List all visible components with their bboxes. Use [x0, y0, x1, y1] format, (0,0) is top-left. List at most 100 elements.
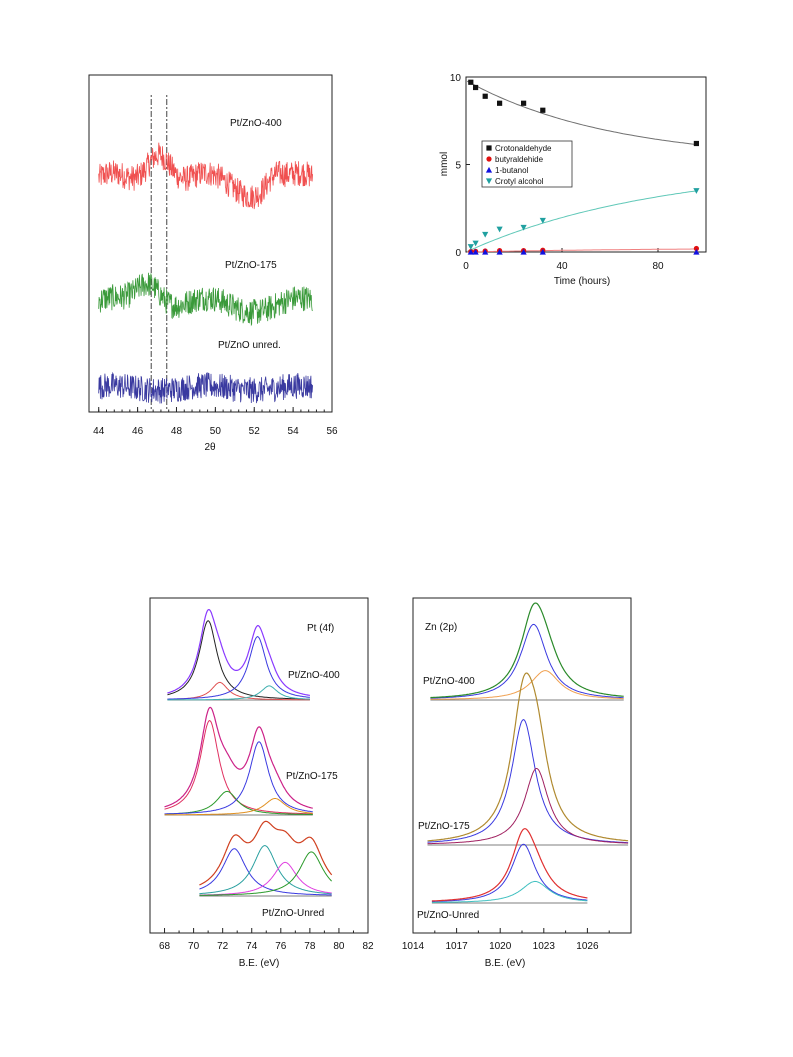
- xrd-trace-2: [98, 272, 313, 327]
- xrd-panel: 44 46 48 50 52 54 56 Pt/ZnO-400 Pt/ZnO-175 Pt/…: [88, 74, 338, 453]
- xps-tick-label-1026: 1026: [576, 941, 599, 952]
- xrd-label-400: Pt/ZnO-400: [230, 118, 282, 129]
- kinetics-point-crotyl-alcohol: [472, 240, 479, 247]
- xps-tick-label-80: 80: [333, 941, 345, 952]
- xrd-trace-1: [98, 142, 313, 210]
- xrd-reference-lines: [150, 95, 168, 410]
- kinetics-point-1-butanol: [496, 248, 503, 255]
- xps-component-3-4: [199, 851, 333, 896]
- kinetics-y-axis-title: mmol: [439, 152, 450, 176]
- kinetics-point-crotonaldehyde: [693, 140, 699, 147]
- xps-zn-label-400: Pt/ZnO-400: [423, 676, 475, 687]
- xrd-traces: [98, 142, 313, 404]
- xrd-x-axis-title: 2θ: [204, 442, 216, 453]
- xps-tick-label-76: 76: [275, 941, 287, 952]
- xrd-tick-label-44: 44: [93, 426, 105, 437]
- xps-component-1-2: [430, 670, 624, 700]
- kinetics-y-tick-label-5: 5: [455, 161, 461, 172]
- xrd-trace-3: [98, 371, 313, 404]
- xps-tick-label-72: 72: [217, 941, 229, 952]
- kinetics-point-crotyl-alcohol: [482, 231, 489, 238]
- legend-label-1-butanol: 1-butanol: [495, 166, 529, 175]
- xps-pt-x-axis-title: B.E. (eV): [239, 958, 280, 969]
- xps-component-3-2: [431, 880, 588, 903]
- legend-marker-3: [485, 166, 493, 173]
- xps-component-3-3: [199, 861, 332, 896]
- xps-component-2-2: [427, 768, 629, 845]
- xps-component-3-2: [199, 845, 332, 895]
- xps-tick-label-1023: 1023: [533, 941, 556, 952]
- legend-box: [481, 140, 573, 188]
- xrd-frame: [88, 74, 333, 413]
- kinetics-point-crotonaldehyde: [468, 79, 474, 85]
- kinetics-x-tick-label-80: 80: [652, 261, 664, 272]
- kinetics-point-crotonaldehyde: [521, 100, 527, 106]
- xrd-tick-label-54: 54: [288, 426, 300, 437]
- xrd-tick-label-52: 52: [249, 426, 261, 437]
- xps-zn-ticks: 1014 1017 1020 1023 1026: [402, 928, 610, 952]
- xps-tick-label-1020: 1020: [489, 941, 512, 952]
- kinetics-point-crotonaldehyde: [482, 93, 488, 99]
- xps-pt-frame: [149, 597, 369, 934]
- kinetics-point-1-butanol: [467, 248, 474, 255]
- xps-zn-label-unred: Pt/ZnO-Unred: [417, 910, 479, 921]
- xps-zn-spectra: [427, 602, 629, 904]
- kinetics-point-1-butanol: [472, 248, 479, 255]
- kinetics-ticks: 0 40 80 0 5 10: [450, 73, 664, 272]
- xps-pt-annotation: Pt (4f): [307, 623, 334, 634]
- xps-tick-label-68: 68: [159, 941, 171, 952]
- kinetics-point-crotyl-alcohol: [520, 224, 527, 231]
- xps-component-1-1: [430, 623, 624, 699]
- xrd-tick-label-48: 48: [171, 426, 183, 437]
- xps-envelope-1: [430, 602, 624, 699]
- kinetics-point-butyraldehide: [693, 245, 700, 252]
- xps-zn-panel: 1014 1017 1020 1023 1026 Zn (2p) Pt/ZnO-400 …: [402, 597, 632, 969]
- xps-zn-annotation: Zn (2p): [425, 622, 457, 633]
- xps-zn-frame: [412, 597, 632, 934]
- xps-component-2-4: [164, 798, 313, 816]
- legend-label-crotonaldehyde: Crotonaldehyde: [495, 144, 552, 153]
- kinetics-points: [467, 79, 700, 255]
- kinetics-panel: 0 40 80 0 5 10 mmol Time (hours) Crotonaldehy…: [439, 73, 707, 287]
- xps-component-1-4: [167, 685, 310, 701]
- kinetics-point-1-butanol: [482, 248, 489, 255]
- xps-pt-label-400: Pt/ZnO-400: [288, 670, 340, 681]
- xrd-tick-label-56: 56: [326, 426, 338, 437]
- legend-marker-1: [486, 145, 492, 151]
- legend-marker-4: [485, 178, 493, 185]
- kinetics-point-1-butanol: [693, 248, 700, 255]
- xps-pt-label-unred: Pt/ZnO-Unred: [262, 908, 324, 919]
- kinetics-point-crotonaldehyde: [473, 84, 479, 91]
- xps-envelope-1: [167, 608, 310, 696]
- xps-component-1-1: [167, 620, 310, 700]
- kinetics-x-tick-label-40: 40: [556, 261, 568, 272]
- xps-component-1-3: [167, 636, 310, 700]
- xps-envelope-2: [427, 672, 629, 842]
- xrd-label-175: Pt/ZnO-175: [225, 260, 277, 271]
- xps-pt-panel: 68 70 72 74 76 78 80 82 Pt (4f) Pt/ZnO-400 Pt/Z…: [149, 597, 374, 969]
- xps-envelope-3: [199, 820, 333, 886]
- kinetics-x-axis-title: Time (hours): [554, 276, 610, 287]
- kinetics-point-1-butanol: [520, 248, 527, 255]
- xps-tick-label-82: 82: [362, 941, 374, 952]
- xrd-x-ticks: 44 46 48 50 52 54 56: [93, 407, 338, 437]
- kinetics-point-crotyl-alcohol: [467, 244, 474, 250]
- kinetics-point-crotyl-alcohol: [693, 188, 700, 194]
- kinetics-x-tick-label-0: 0: [463, 261, 469, 272]
- kinetics-fit-1: [466, 80, 697, 145]
- legend-label-crotyl-alcohol: Crotyl alcohol: [495, 177, 544, 186]
- xps-tick-label-1014: 1014: [402, 941, 425, 952]
- kinetics-fit-3: [467, 248, 697, 253]
- xps-tick-label-78: 78: [304, 941, 316, 952]
- xps-component-3-1: [199, 848, 332, 896]
- kinetics-fit-lines: [466, 80, 697, 253]
- xrd-tick-label-50: 50: [210, 426, 222, 437]
- kinetics-y-tick-label-0: 0: [455, 248, 461, 259]
- xrd-label-unred: Pt/ZnO unred.: [218, 340, 281, 351]
- xps-envelope-3: [431, 828, 588, 902]
- xps-tick-label-74: 74: [246, 941, 258, 952]
- xps-pt-ticks: 68 70 72 74 76 78 80 82: [159, 928, 374, 952]
- xps-component-3-1: [431, 843, 588, 903]
- xps-zn-x-axis-title: B.E. (eV): [485, 958, 526, 969]
- kinetics-fit-2: [466, 190, 697, 252]
